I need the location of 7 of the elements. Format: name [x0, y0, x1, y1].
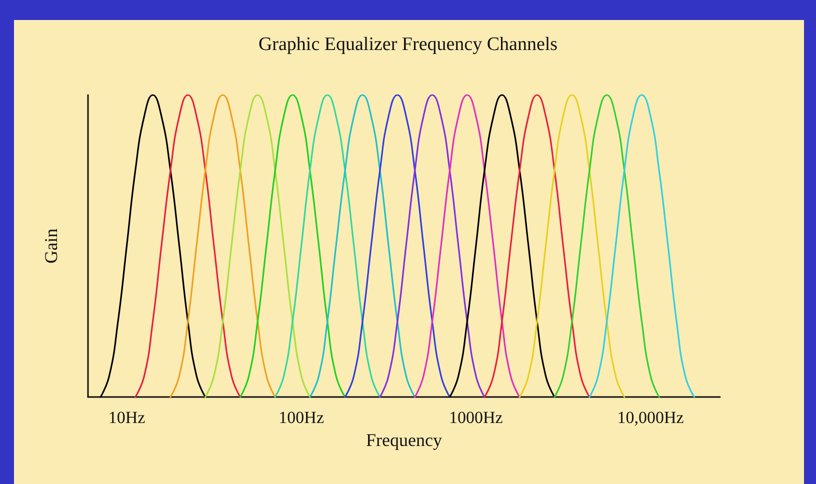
- x-tick-label: 1000Hz: [449, 408, 504, 427]
- x-tick-label: 100Hz: [278, 408, 324, 427]
- chart-title: Graphic Equalizer Frequency Channels: [258, 34, 558, 55]
- y-axis-title: Gain: [41, 228, 61, 264]
- x-tick-label: 10Hz: [108, 408, 146, 427]
- x-axis-title: Frequency: [366, 430, 442, 450]
- x-tick-label: 10,000Hz: [617, 408, 684, 427]
